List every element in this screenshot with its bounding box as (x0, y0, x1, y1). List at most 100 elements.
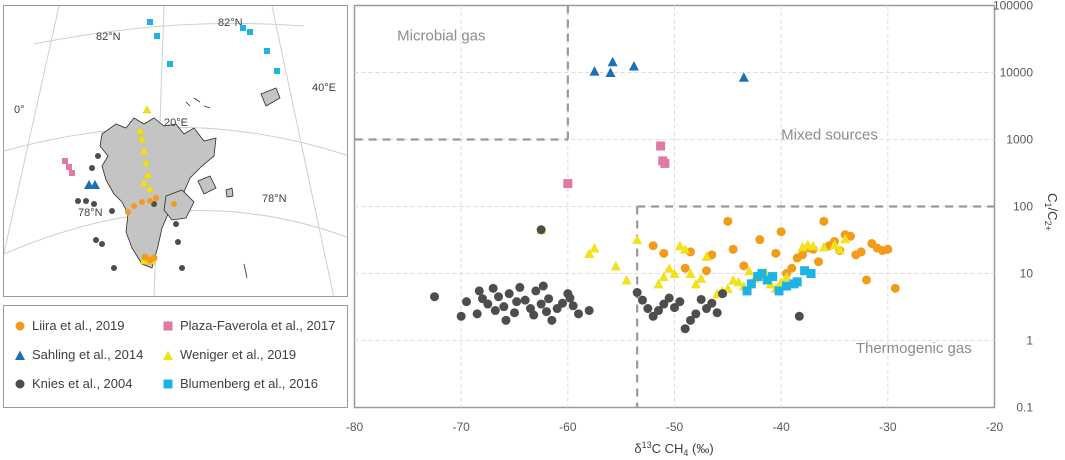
y-axis-label: C1/C2+ (1043, 193, 1060, 231)
map-label-82n-right: 82°N (218, 17, 243, 29)
data-point (776, 227, 786, 237)
y-tick-label: 10000 (1000, 66, 1034, 80)
data-point (648, 311, 658, 321)
data-point (712, 308, 722, 318)
map-label-40e: 40°E (312, 82, 336, 94)
data-point (757, 269, 767, 278)
legend-marker-circle-icon (15, 321, 25, 331)
data-point (818, 241, 829, 252)
data-point (632, 234, 643, 245)
data-point (658, 271, 669, 282)
map-islets (185, 97, 248, 279)
map-label-78n-left: 78°N (78, 207, 103, 219)
data-point (792, 277, 802, 287)
data-point (490, 306, 500, 316)
x-tick-label: -20 (986, 420, 1004, 434)
series-knies (430, 225, 804, 334)
data-point (707, 250, 717, 260)
legend-marker-circle-icon (15, 379, 25, 389)
data-point (536, 299, 546, 309)
data-point (702, 266, 711, 276)
data-point (680, 263, 690, 273)
data-point (691, 309, 701, 319)
y-tick-label: 100 (1013, 200, 1033, 214)
data-point (762, 275, 772, 285)
data-point (472, 309, 482, 319)
legend-label: Blumenberg et al., 2016 (180, 376, 319, 391)
data-point (808, 240, 819, 251)
data-point (605, 67, 616, 77)
map-label-82n-left: 82°N (96, 31, 121, 43)
region-label: Thermogenic gas (856, 340, 972, 357)
data-point (728, 274, 739, 285)
data-point (628, 61, 639, 71)
data-point (744, 265, 755, 276)
x-tick-label: -70 (452, 420, 470, 434)
x-tick-label: -60 (559, 420, 577, 434)
data-point (660, 158, 670, 168)
legend: Liira et al., 2019 Plaza-Faverola et al.… (3, 305, 348, 408)
data-point (723, 216, 733, 226)
map-sites-blumenberg (147, 19, 280, 74)
data-point (890, 283, 900, 293)
data-point (768, 272, 778, 282)
data-point (638, 295, 647, 305)
data-point (589, 243, 600, 253)
region-label: Mixed sources (781, 127, 878, 144)
data-point (462, 297, 471, 307)
svalbard-landmass (99, 87, 281, 269)
x-tick-label: -50 (666, 420, 684, 434)
data-point (504, 289, 514, 299)
data-point (565, 293, 575, 303)
legend-marker-square-icon (163, 321, 173, 331)
data-point (654, 306, 663, 316)
y-tick-label: 1 (1026, 334, 1033, 348)
data-point (686, 315, 695, 325)
data-point (474, 286, 484, 296)
data-point (739, 261, 749, 271)
data-point (686, 247, 695, 257)
map-label-78n-right: 78°N (262, 193, 287, 205)
legend-label: Plaza-Faverola et al., 2017 (180, 318, 336, 333)
data-point (840, 233, 851, 244)
y-tick-label: 10 (1020, 267, 1034, 281)
x-axis-ticks: -80 -70 -60 -50 -40 -30 -20 (346, 420, 1004, 434)
data-point (656, 141, 666, 151)
data-point (494, 292, 503, 302)
region-label: Microbial gas (397, 28, 485, 45)
data-point (512, 297, 522, 307)
data-point (782, 281, 791, 291)
map-sites-sahling (84, 180, 100, 189)
data-point (510, 308, 519, 318)
data-point (707, 298, 717, 308)
y-tick-label: 0.1 (1016, 401, 1033, 415)
data-point (499, 302, 509, 312)
data-point (488, 283, 498, 293)
x-tick-label: -80 (346, 420, 364, 434)
data-point (781, 271, 792, 282)
legend-marker-square-icon (163, 379, 173, 389)
data-point (589, 66, 600, 76)
map-sites-liira (125, 195, 177, 264)
data-point (728, 244, 738, 254)
legend-label: Weniger et al., 2019 (180, 347, 297, 362)
data-point (515, 282, 525, 292)
legend-label: Sahling et al., 2014 (32, 347, 144, 362)
data-point (659, 299, 669, 309)
y-axis-ticks: 0.1 1 10 100 1000 10000 100000 (993, 0, 1033, 415)
data-point (798, 250, 807, 260)
data-point (483, 299, 493, 309)
data-point (563, 179, 573, 189)
data-point (568, 301, 578, 311)
data-point (696, 273, 707, 283)
data-point (607, 56, 618, 67)
data-point (558, 298, 567, 308)
data-point (574, 309, 583, 319)
data-point (829, 239, 840, 250)
data-point (856, 247, 866, 257)
data-point (819, 216, 829, 226)
legend-label: Knies et al., 2004 (32, 376, 133, 391)
data-point (610, 260, 621, 271)
y-tick-label: 100000 (993, 0, 1033, 13)
x-tick-label: -30 (879, 420, 897, 434)
